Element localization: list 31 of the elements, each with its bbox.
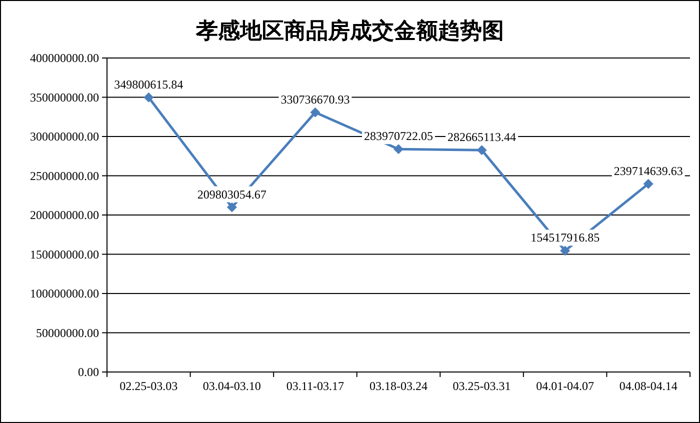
y-tick-label: 350000000.00 <box>30 90 99 104</box>
x-tick-label: 04.08-04.14 <box>619 379 678 393</box>
point <box>476 145 487 156</box>
y-tick-label: 400000000.00 <box>30 51 99 65</box>
point <box>144 92 154 102</box>
data-label: 330736670.93 <box>280 92 350 106</box>
y-tick-label: 100000000.00 <box>30 286 99 300</box>
x-tick-label: 02.25-03.03 <box>120 379 178 393</box>
point <box>394 144 404 154</box>
point <box>226 202 237 212</box>
y-tick-label: 150000000.00 <box>30 247 99 262</box>
data-label: 349800615.84 <box>114 77 184 92</box>
data-label: 209803054.67 <box>197 187 266 202</box>
y-tick-label: 250000000.00 <box>30 168 99 183</box>
x-tick-label: 03.25-03.31 <box>452 379 511 393</box>
x-tick-label: 03.11-03.17 <box>286 379 344 393</box>
x-tick-label: 04.01-04.07 <box>536 379 594 393</box>
point <box>643 178 654 189</box>
point <box>310 107 320 118</box>
data-label: 154517916.85 <box>530 230 600 245</box>
data-label: 239714639.63 <box>614 164 683 178</box>
y-tick-label: 0.00 <box>78 365 99 379</box>
x-tick-label: 03.18-03.24 <box>370 379 428 393</box>
y-tick-label: 200000000.00 <box>30 208 99 222</box>
data-label: 283970722.05 <box>364 129 433 144</box>
chart-title: 孝感地区商品房成交金额趋势图 <box>195 18 504 43</box>
y-tick-label: 50000000.00 <box>36 326 99 340</box>
point <box>560 246 570 256</box>
x-tick-label: 03.04-03.10 <box>202 379 261 393</box>
data-label: 282665113.44 <box>448 130 516 144</box>
y-tick-label: 300000000.00 <box>30 130 99 144</box>
